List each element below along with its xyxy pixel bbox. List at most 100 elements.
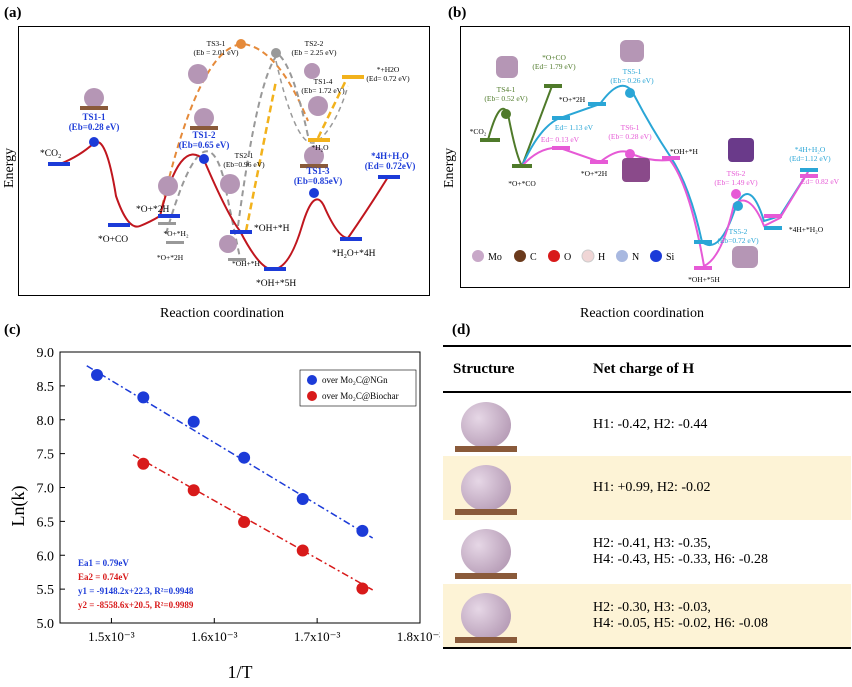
o-2h-label: *O+*2H (136, 205, 169, 215)
svg-text:(Ed= 0.72eV): (Ed= 0.72eV) (365, 161, 416, 171)
svg-text:O: O (564, 252, 571, 263)
y-tick-label: 7.0 (37, 482, 55, 497)
data-point-1 (296, 544, 309, 557)
table-row: H1: -0.42, H2: -0.44 (443, 392, 851, 456)
svg-text:(Eb=0.96 eV): (Eb=0.96 eV) (223, 160, 265, 169)
data-point-1 (356, 582, 369, 595)
data-point-0 (91, 369, 104, 382)
svg-text:(Eb=0.72 eV): (Eb=0.72 eV) (717, 236, 759, 245)
b-oh-5h-label: *OH+*5H (688, 275, 720, 284)
ts4-1-dot (501, 109, 511, 119)
data-point-0 (187, 415, 200, 428)
ts1-2-label: TS1-2 (192, 130, 216, 140)
o-2h-grey-label: *O+*2H (157, 253, 184, 262)
panel-d-label: (d) (452, 322, 471, 338)
svg-text:(Ed= 1.79 eV): (Ed= 1.79 eV) (532, 62, 576, 71)
charge-text: H1: -0.42, H2: -0.44 (593, 416, 708, 432)
ts6-1-dot (625, 149, 635, 159)
y-tick-label: 5.0 (37, 617, 55, 632)
charge-text: H2: -0.30, H3: -0.03, (593, 599, 711, 615)
structure-image (455, 459, 517, 517)
level-h2o-yellow (308, 138, 330, 142)
fit-line-0 (86, 365, 374, 539)
svg-text:(Eb= 1.49 eV): (Eb= 1.49 eV) (714, 178, 758, 187)
x-tick-label: 1.6x10⁻³ (191, 629, 238, 644)
panel-a-xlabel: Reaction coordination (160, 306, 285, 321)
svg-text:Si: Si (666, 252, 675, 263)
header-net-charge: Net charge of H (593, 345, 851, 393)
panel-b-xlabel: Reaction coordination (580, 306, 705, 321)
c-ylabel: Ln(k) (8, 486, 29, 527)
structure-image (455, 396, 517, 454)
ed-013-label: Ed= 0.13 eV (541, 135, 580, 144)
svg-text:(Eb=0.65 eV): (Eb=0.65 eV) (179, 140, 230, 150)
panel-a-label: (a) (4, 5, 22, 21)
b-o-2h-label-2: *O+*2H (581, 169, 608, 178)
panel-a-frame (18, 26, 430, 296)
svg-text:(Eb= 1.72 eV): (Eb= 1.72 eV) (301, 86, 345, 95)
svg-text:(Eb=0.85eV): (Eb=0.85eV) (294, 176, 342, 186)
ts-4h-h2o-label: *4H+H₂O (371, 151, 409, 161)
ts6-2-label: TS6-2 (727, 169, 746, 178)
level-o-2h (158, 214, 180, 218)
svg-text:N: N (632, 252, 639, 263)
path-grey-h2o (275, 60, 349, 144)
charge-text: H2: -0.41, H3: -0.35, (593, 536, 711, 551)
svg-text:(Eb= 0.28 eV): (Eb= 0.28 eV) (608, 132, 652, 141)
main-reaction-path (59, 140, 389, 271)
plus-h2o-label: *+H2O (377, 65, 400, 74)
ts5-2-dot (733, 201, 743, 211)
oh-h-grey-label: *OH+*H (232, 259, 261, 268)
ts2-1-label: TS2-1 (235, 151, 254, 160)
ts3-1-label: TS3-1 (207, 39, 226, 48)
panel-b-frame (460, 26, 850, 288)
y-tick-label: 8.5 (37, 380, 55, 395)
ts6-1-label: TS6-1 (621, 123, 640, 132)
ts1-3-dot (309, 188, 319, 198)
legend-marker-biochar (307, 391, 317, 401)
ts5-1-dot (625, 88, 635, 98)
b-4h-h2o-label: *4H+H₂O (795, 145, 826, 154)
ts1-3-label: TS1-3 (306, 166, 330, 176)
level-oh-5h (264, 267, 286, 271)
panel-c-label: (c) (4, 322, 21, 338)
ts6-2-dot (731, 189, 741, 199)
charge-table: Structure Net charge of H H1: -0.42, H2:… (443, 345, 851, 649)
table-row: H2: -0.30, H3: -0.03, H4: -0.05, H5: -0.0… (443, 584, 851, 649)
ts3-1-dot (236, 39, 246, 49)
data-point-0 (296, 493, 309, 506)
fit-line-1 (132, 454, 374, 591)
data-point-0 (356, 524, 369, 537)
ts1-2-dot (199, 154, 209, 164)
panel-a-diagram: TS1-1(Eb=0.28 eV) TS1-2(Eb=0.65 eV) TS1-… (40, 39, 416, 289)
svg-text:(Eb = 2.25 eV): (Eb = 2.25 eV) (291, 48, 337, 57)
ts5-1-label: TS5-1 (623, 67, 642, 76)
o-co-green-label: *O+CO (542, 53, 566, 62)
ts1-1-dot (89, 137, 99, 147)
y-tick-label: 9.0 (37, 346, 55, 361)
ts2-2-dot (271, 48, 281, 58)
o-co-label: *O+CO (98, 235, 128, 245)
level-co2 (48, 162, 70, 166)
y-tick-label: 5.5 (37, 583, 55, 598)
x-tick-label: 1.8x10⁻³ (397, 629, 440, 644)
svg-text:(Eb= 0.26 eV): (Eb= 0.26 eV) (610, 76, 654, 85)
table-row: H2: -0.41, H3: -0.35, H4: -0.43, H5: -0.3… (443, 520, 851, 584)
legend-biochar: over Mo₂C@Biochar (322, 391, 399, 401)
svg-text:(Eb=0.28 eV): (Eb=0.28 eV) (69, 122, 120, 132)
annot-ea1: Ea1 = 0.79eV (78, 558, 129, 568)
panel-b-diagram: TS4-1(Eb= 0.52 eV) *O+CO(Ed= 1.79 eV) TS… (470, 40, 840, 284)
level-oh-h-grey (228, 258, 246, 261)
oh-5h-label: *OH+*5H (256, 279, 296, 289)
path-ts2-2 (237, 52, 309, 227)
panel-c-chart: 5.0 5.5 6.0 6.5 7.0 7.5 8.0 8.5 9.0 1.5x10⁻³ 1.6x… (8, 346, 440, 682)
annot-y1: y1 = -9148.2x+22.3, R²=0.9948 (78, 586, 194, 596)
b-levels (480, 84, 818, 270)
oh-h-label: *OH+*H (254, 224, 290, 234)
path-yellow (244, 75, 350, 232)
ts4-1-label: TS4-1 (497, 85, 516, 94)
level-h2o-4h (340, 237, 362, 241)
charge-text: H1: +0.99, H2: -0.02 (593, 480, 711, 495)
level-o-h2 (158, 222, 176, 225)
data-point-0 (238, 451, 251, 464)
